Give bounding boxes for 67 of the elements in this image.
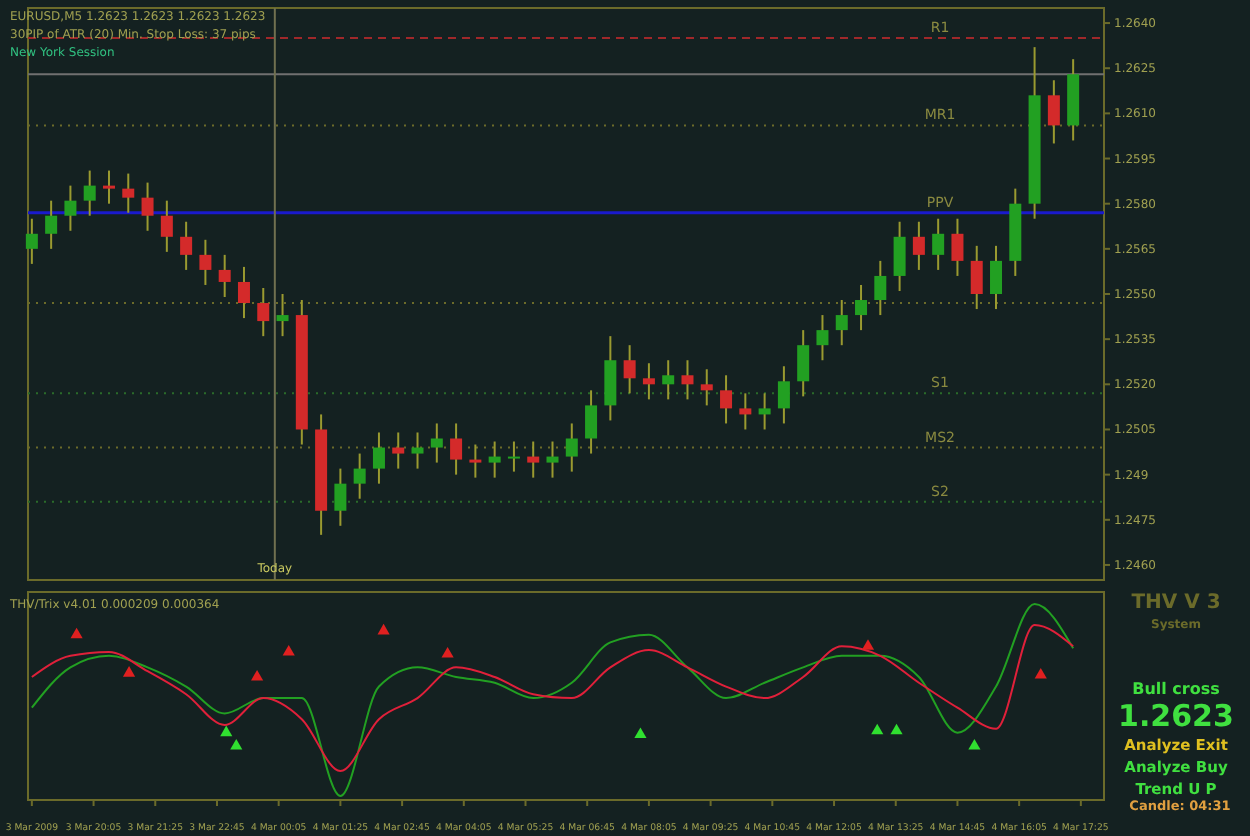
candlestick	[893, 220, 906, 292]
candlestick	[372, 431, 385, 485]
point	[1034, 668, 1047, 679]
text: THV V 3	[1131, 592, 1221, 614]
candlestick	[835, 299, 848, 347]
candlestick	[662, 359, 675, 401]
candlestick	[623, 344, 636, 395]
candlestick	[25, 217, 38, 265]
point	[251, 669, 264, 681]
candlestick	[720, 374, 733, 425]
candlestick	[141, 181, 154, 232]
point	[70, 627, 83, 639]
point	[861, 639, 875, 650]
candlestick	[951, 217, 964, 277]
candlestick	[1047, 79, 1060, 145]
text: Bull cross	[1132, 680, 1221, 698]
candlestick	[642, 362, 655, 401]
candlestick	[411, 431, 424, 470]
candlestick	[218, 253, 231, 299]
candlestick	[276, 293, 289, 338]
candlestick	[507, 440, 520, 473]
candlestick	[430, 422, 443, 464]
point	[871, 723, 884, 735]
candlestick	[469, 443, 482, 479]
point	[220, 725, 233, 737]
text: 1.2623	[1118, 698, 1234, 734]
point	[634, 727, 647, 739]
candlestick	[334, 467, 347, 527]
candlestick	[739, 392, 752, 431]
candlestick	[180, 220, 193, 271]
point	[282, 644, 295, 656]
candlestick	[585, 389, 598, 455]
candlestick	[392, 431, 405, 470]
candlestick	[45, 199, 58, 250]
candlestick	[855, 283, 868, 332]
candlestick	[122, 172, 135, 214]
candlestick	[932, 217, 945, 271]
candlestick	[874, 259, 887, 317]
candlestick	[797, 329, 810, 398]
candlestick	[353, 452, 366, 500]
candlestick	[546, 440, 559, 479]
point	[441, 646, 454, 658]
candlestick	[64, 184, 77, 232]
candlestick	[160, 199, 173, 253]
point	[968, 739, 981, 750]
candlestick	[527, 440, 540, 479]
candlestick	[700, 368, 713, 407]
candlestick	[565, 422, 578, 473]
candlestick	[758, 392, 771, 431]
candlestick	[237, 265, 250, 320]
candlestick	[604, 335, 617, 422]
candlestick	[102, 169, 115, 205]
candlestick	[912, 220, 925, 271]
candlestick	[450, 422, 463, 476]
point	[890, 723, 903, 735]
candlestick	[681, 359, 694, 401]
point	[230, 739, 243, 750]
candlestick	[777, 365, 790, 425]
candlestick	[199, 238, 212, 286]
point	[377, 623, 390, 635]
candlestick	[488, 440, 501, 479]
point	[122, 666, 136, 677]
candlestick	[257, 286, 270, 338]
candlestick	[990, 244, 1003, 311]
candlestick	[970, 244, 983, 311]
candlestick	[83, 169, 96, 217]
candlestick	[816, 314, 829, 362]
